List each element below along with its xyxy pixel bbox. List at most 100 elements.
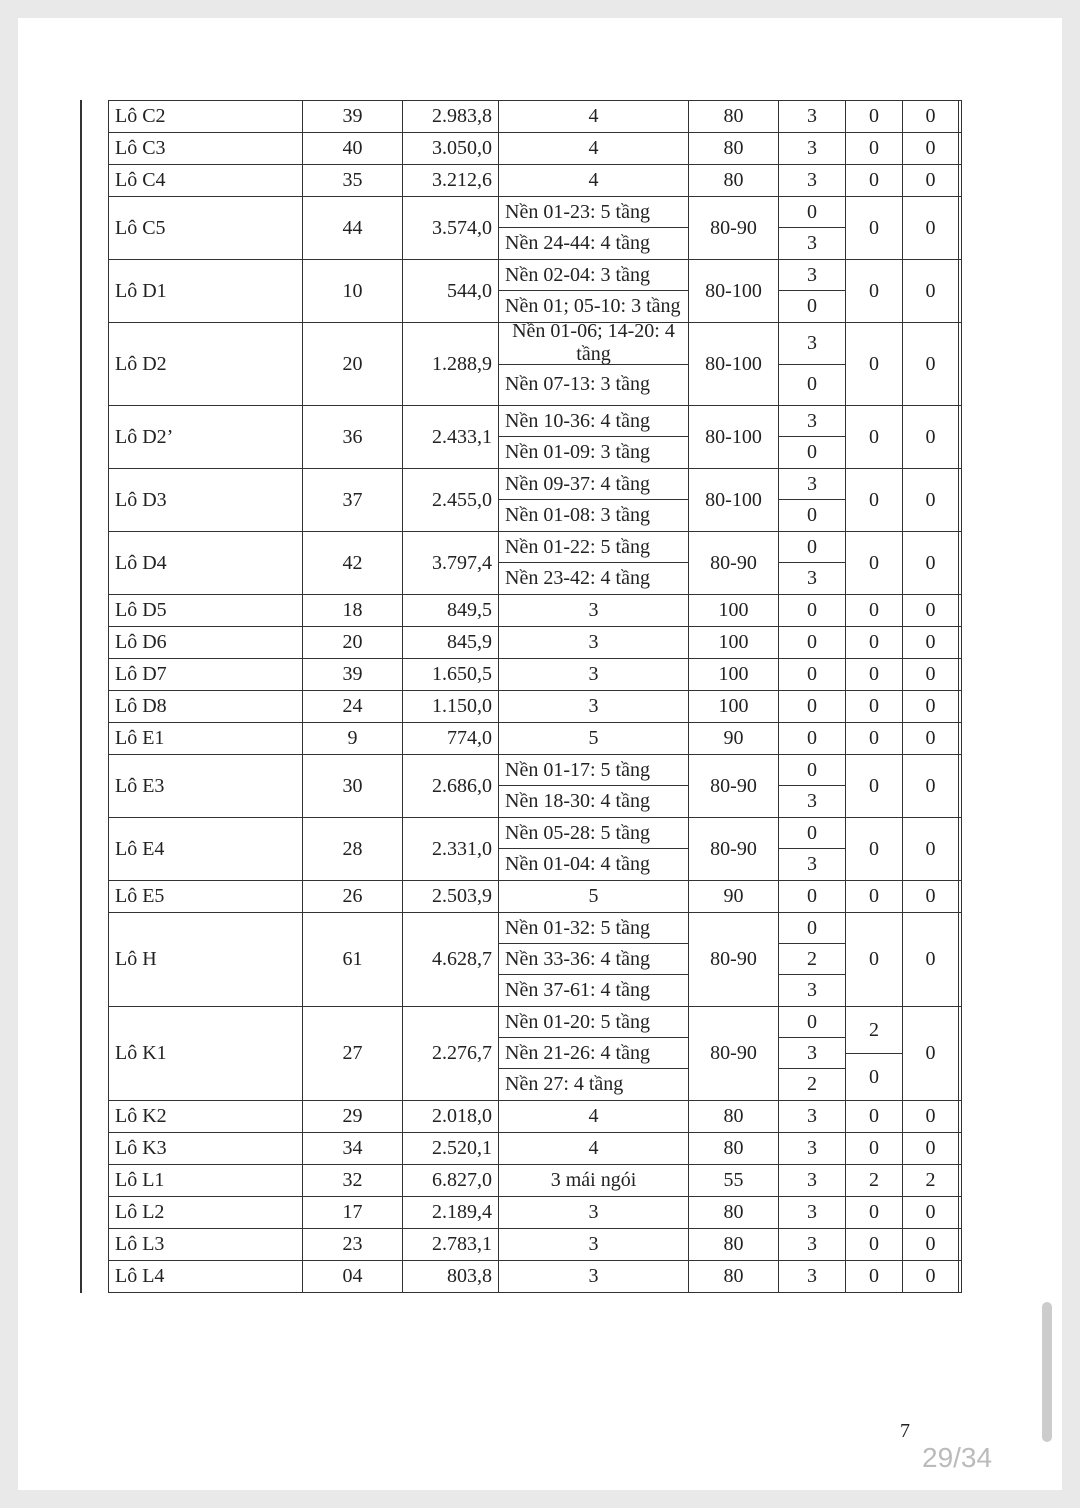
density-cell: 80: [689, 1229, 779, 1260]
c8-cell: 0: [925, 885, 936, 907]
floors-cell: 3 mái ngói: [550, 1169, 637, 1191]
density-cell: 80-90: [689, 818, 779, 880]
c6-cell: 2: [779, 944, 845, 975]
c8-cell: 0: [925, 352, 936, 375]
count-cell: 40: [303, 133, 403, 164]
floors-column: 3: [499, 659, 689, 690]
c6-cell: 0: [807, 373, 817, 396]
c8-column: 0: [903, 1101, 959, 1132]
table-row: Lô D7 39 1.650,5 3 100 0 0 0: [109, 659, 961, 691]
c7-cell: 2: [869, 1169, 879, 1191]
c7-cell: 0: [869, 695, 879, 717]
c6-cell: 3: [807, 567, 817, 589]
name-cell: Lô C4: [109, 165, 303, 196]
c8-column: 0: [903, 913, 959, 1006]
name-cell: Lô E1: [109, 723, 303, 754]
c8-column: 0: [903, 1133, 959, 1164]
area-cell: 1.650,5: [403, 659, 499, 690]
c6-cell: 3: [807, 1201, 817, 1223]
area-cell: 2.455,0: [403, 469, 499, 531]
name-cell: Lô C2: [109, 101, 303, 132]
c7-column: 0: [846, 406, 903, 468]
name-cell: Lô K2: [109, 1101, 303, 1132]
c6-cell: 0: [807, 885, 817, 907]
c7-cell: 0: [869, 1065, 879, 1088]
floors-cell: Nền 02-04: 3 tầng: [499, 260, 688, 291]
c8-cell: 0: [925, 837, 936, 860]
c8-cell: 0: [925, 774, 936, 797]
table-row: Lô E5 26 2.503,9 5 90 0 0 0: [109, 881, 961, 913]
name-cell: Lô D5: [109, 595, 303, 626]
c8-cell: 0: [925, 1137, 936, 1159]
table-row: Lô D3 37 2.455,0 Nền 09-37: 4 tầng Nền 01-08…: [109, 469, 961, 532]
c6-column: 3: [779, 1165, 846, 1196]
floors-column: Nền 01-20: 5 tầng Nền 21-26: 4 tầng Nền 27…: [499, 1007, 689, 1100]
table-row: Lô C5 44 3.574,0 Nền 01-23: 5 tầng Nền 24-44…: [109, 197, 961, 260]
c8-cell: 0: [925, 137, 936, 159]
floors-cell: 3: [588, 663, 599, 685]
c7-cell: 0: [869, 774, 879, 797]
floors-cell: Nền 33-36: 4 tầng: [499, 944, 688, 975]
count-cell: 24: [303, 691, 403, 722]
name-cell: Lô D1: [109, 260, 303, 322]
floors-cell: Nền 09-37: 4 tầng: [499, 469, 688, 500]
c8-cell: 0: [925, 169, 936, 191]
c6-cell: 0: [779, 755, 845, 786]
page-indicator: 29/34: [922, 1442, 993, 1473]
count-cell: 34: [303, 1133, 403, 1164]
density-cell: 80-100: [689, 323, 779, 405]
count-cell: 18: [303, 595, 403, 626]
c8-column: 0: [903, 260, 959, 322]
c6-column: 3: [779, 101, 846, 132]
c8-cell: 0: [925, 1233, 936, 1255]
floors-cell: Nền 21-26: 4 tầng: [499, 1038, 688, 1069]
c7-cell: 0: [869, 1233, 879, 1255]
c8-column: 0: [903, 659, 959, 690]
floors-column: 3: [499, 1197, 689, 1228]
c7-column: 0: [846, 723, 903, 754]
floors-column: Nền 01-32: 5 tầng Nền 33-36: 4 tầng Nền 37…: [499, 913, 689, 1006]
count-cell: 37: [303, 469, 403, 531]
floors-cell: Nền 37-61: 4 tầng: [505, 979, 650, 1001]
floors-column: Nền 01-06; 14-20: 4 tầng Nền 07-13: 3 tần…: [499, 320, 689, 405]
table-row: Lô L3 23 2.783,1 3 80 3 0 0: [109, 1229, 961, 1261]
count-cell: 42: [303, 532, 403, 594]
c8-column: 0: [903, 818, 959, 880]
c8-column: 0: [903, 406, 959, 468]
c6-cell: 3: [807, 853, 817, 875]
c8-column: 0: [903, 723, 959, 754]
c6-cell: 3: [779, 469, 845, 500]
c6-cell: 3: [807, 790, 817, 812]
c7-column: 0: [846, 101, 903, 132]
c7-column: 0: [846, 1133, 903, 1164]
floors-column: 3: [499, 595, 689, 626]
c7-column: 0: [846, 627, 903, 658]
floors-cell: 4: [588, 1105, 599, 1127]
c6-column: 0: [779, 723, 846, 754]
c7-cell: 0: [869, 216, 879, 239]
c6-cell: 3: [779, 1038, 845, 1069]
document-page: Lô C2 39 2.983,8 4 80 3 0 0 Lô C3 40 3.050,0 4 80 3 0 0…: [18, 18, 1062, 1490]
c7-cell: 0: [869, 631, 879, 653]
scrollbar[interactable]: [1042, 1302, 1052, 1442]
c7-cell: 0: [869, 837, 879, 860]
c6-cell: 0: [779, 818, 845, 849]
c8-cell: 0: [925, 488, 936, 511]
table-frame: Lô C2 39 2.983,8 4 80 3 0 0 Lô C3 40 3.050,0 4 80 3 0 0…: [80, 100, 988, 1293]
floors-cell: 3: [588, 1201, 599, 1223]
area-cell: 803,8: [403, 1261, 499, 1292]
area-cell: 544,0: [403, 260, 499, 322]
c7-column: 0: [846, 755, 903, 817]
density-cell: 80-90: [689, 913, 779, 1006]
floors-column: Nền 10-36: 4 tầng Nền 01-09: 3 tầng: [499, 406, 689, 468]
count-cell: 44: [303, 197, 403, 259]
floors-cell: Nền 01-32: 5 tầng: [499, 913, 688, 944]
name-cell: Lô K1: [109, 1007, 303, 1100]
floors-cell: Nền 01-22: 5 tầng: [499, 532, 688, 563]
table-row: Lô H 61 4.628,7 Nền 01-32: 5 tầng Nền 33-36:…: [109, 913, 961, 1007]
c7-cell: 0: [869, 425, 879, 448]
c8-cell: 0: [925, 279, 936, 302]
